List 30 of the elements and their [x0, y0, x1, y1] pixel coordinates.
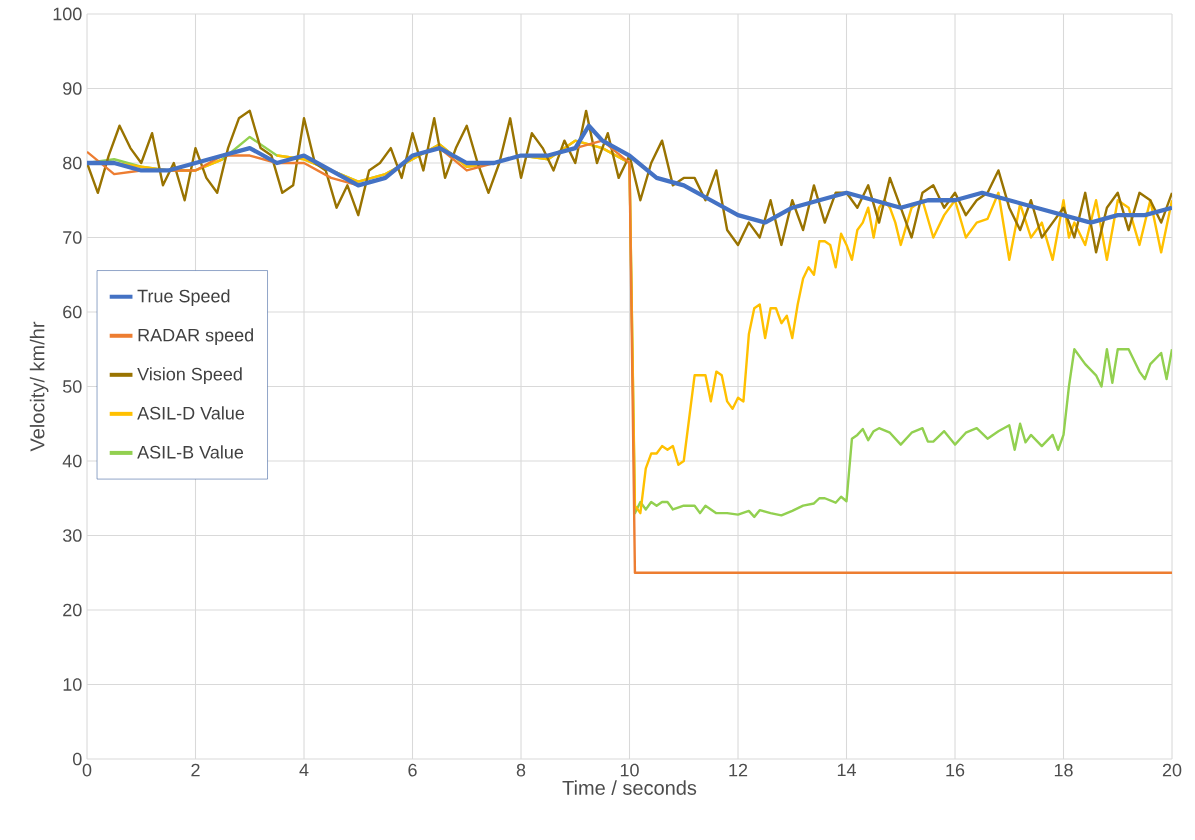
line-series	[87, 109, 1173, 254]
legend-label: Vision Speed	[137, 367, 242, 385]
y-tick-label: 40	[62, 454, 82, 468]
legend-label: True Speed	[137, 289, 230, 306]
y-tick-label: 60	[63, 305, 82, 319]
x-tick-label: 4	[299, 763, 309, 777]
y-tick-label: 20	[63, 603, 82, 617]
legend-label: RADAR speed	[138, 328, 253, 346]
x-tick-label: 16	[946, 763, 965, 777]
legend-label: ASIL-D Value	[137, 406, 245, 420]
x-tick-label: 10	[620, 763, 639, 777]
y-tick-label: 80	[63, 156, 82, 170]
y-tick-label: 70	[63, 231, 82, 244]
y-tick-label: 0	[72, 752, 82, 766]
x-tick-label: 0	[82, 763, 92, 777]
x-tick-label: 2	[191, 763, 200, 777]
x-axis-title: Time / seconds	[562, 780, 697, 795]
y-tick-label: 30	[62, 529, 82, 542]
y-tick-label: 100	[53, 7, 82, 21]
x-tick-label: 8	[516, 763, 526, 777]
x-tick-label: 20	[1162, 763, 1182, 777]
x-tick-label: 12	[729, 763, 748, 777]
y-axis-title: Velocity/ km/hr	[29, 321, 49, 452]
x-tick-label: 6	[408, 763, 417, 777]
y-tick-label: 90	[63, 82, 82, 95]
legend-label: ASIL-B Value	[137, 445, 244, 459]
x-tick-label: 14	[837, 763, 856, 777]
x-tick-label: 18	[1054, 763, 1073, 777]
y-tick-label: 50	[62, 380, 82, 393]
y-tick-label: 10	[63, 678, 82, 691]
